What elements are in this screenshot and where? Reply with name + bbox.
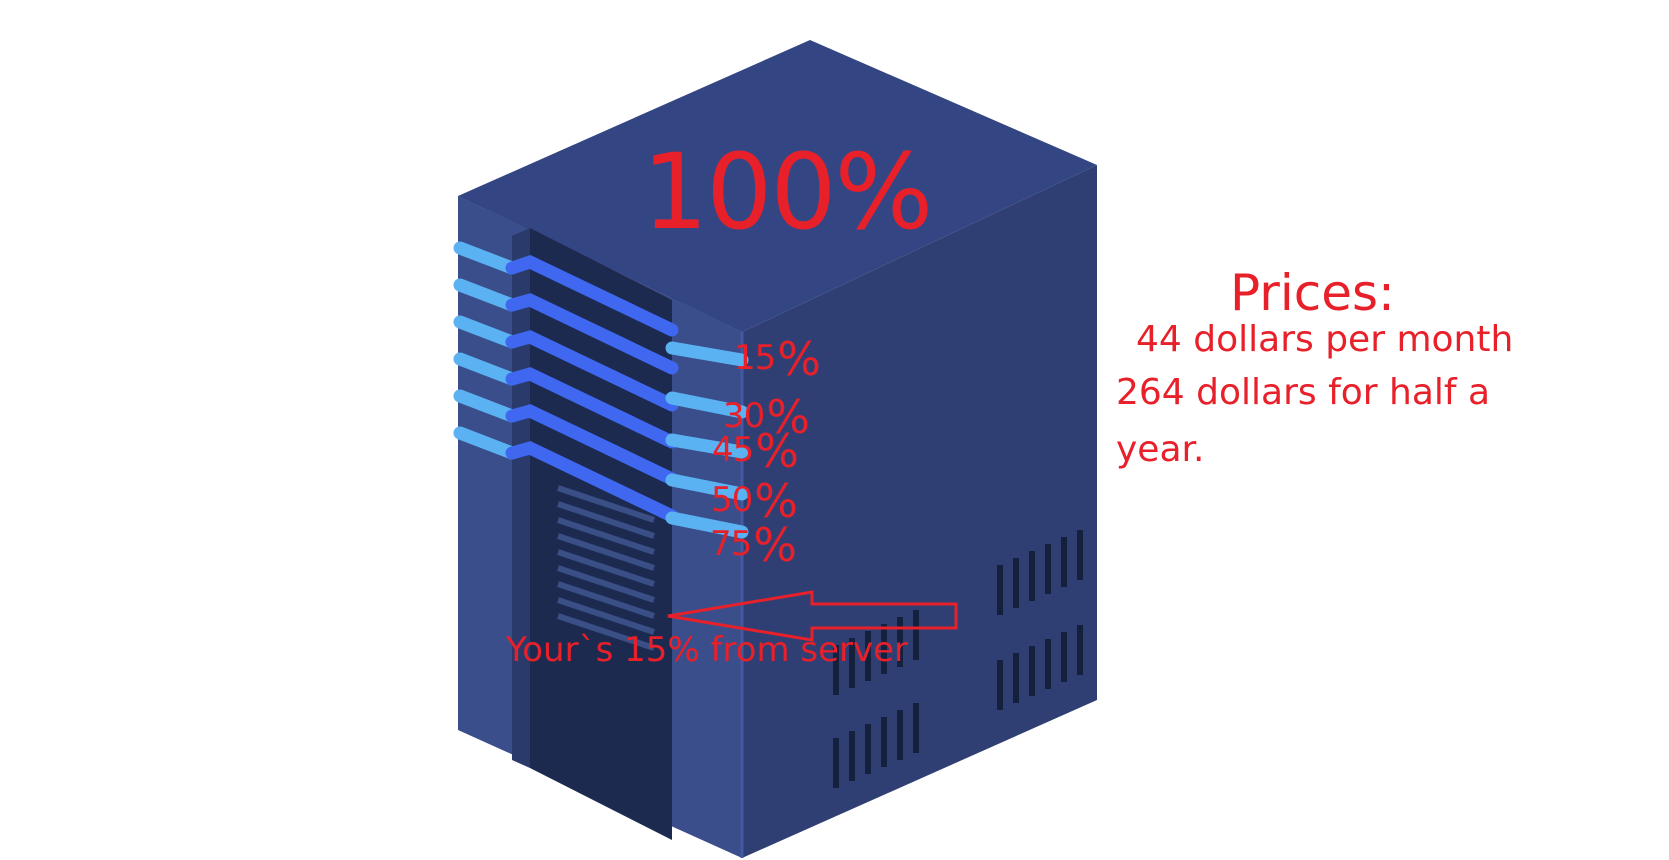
prices-heading: Prices: xyxy=(1230,264,1395,322)
price-half-year-continued: year. xyxy=(1116,429,1205,470)
tier-label-45: 45% xyxy=(712,424,799,478)
server-top-face xyxy=(458,40,1097,332)
tier-label-15: 15% xyxy=(734,332,821,386)
price-monthly: 44 dollars per month xyxy=(1136,319,1514,360)
server-stripes-right xyxy=(665,341,749,539)
tier-label-75: 75% xyxy=(710,518,797,572)
server-side-face xyxy=(742,165,1097,858)
share-arrow-icon xyxy=(667,590,958,642)
server-door-frame xyxy=(512,228,530,768)
server-stripes-left xyxy=(453,241,519,460)
price-half-year: 264 dollars for half a xyxy=(1116,372,1491,413)
server-side-vents xyxy=(833,530,1083,788)
capacity-total-label: 100% xyxy=(642,131,933,253)
server-share-caption: Your`s 15% from server xyxy=(506,630,909,670)
server-stripes-door xyxy=(505,255,679,523)
server-door-vents xyxy=(557,485,655,651)
tier-label-50: 50% xyxy=(711,474,798,528)
tier-label-30: 30% xyxy=(723,390,810,444)
